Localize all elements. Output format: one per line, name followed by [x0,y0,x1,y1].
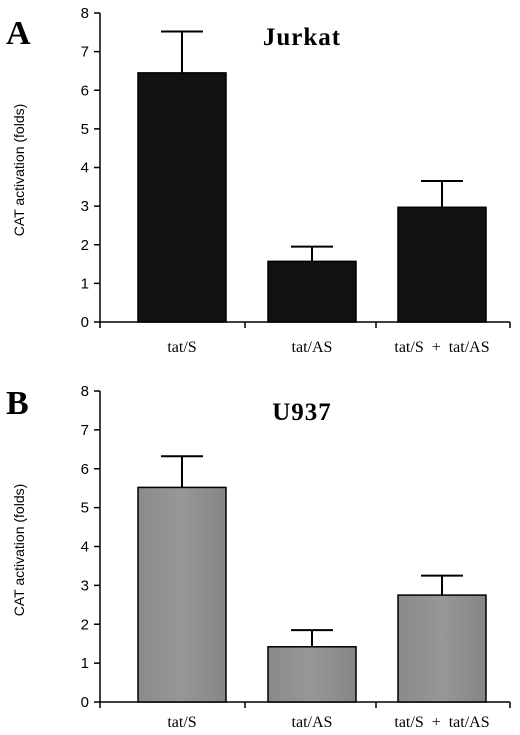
panel-b-category-label-2: tat/AS [292,714,333,731]
panel-b-letter: B [6,385,29,422]
panel-a-category-label-2: tat/AS [292,339,333,356]
panel-a-category-label-3: tat/S + tat/AS [394,339,489,356]
panel-b-y-tick-label: 1 [81,655,89,672]
panel-a-y-tick-label: 8 [81,5,89,22]
panel-b-category-label-1: tat/S [167,714,196,731]
panel-b-y-tick-label: 6 [81,461,89,478]
panel-a-bar-3 [397,206,487,323]
panel-b-y-tick-label: 2 [81,616,89,633]
panel-a-category-label-1: tat/S [167,339,196,356]
panel-a: A Jurkat 0 1 2 3 4 5 6 7 8 CAT activation (folds) ta… [6,5,511,356]
panel-b-bar-3 [397,594,487,703]
panel-b-y-tick-label: 7 [81,422,89,439]
panel-b-y-axis-title: CAT activation (folds) [11,484,27,617]
panel-a-bar-1 [137,72,227,323]
panel-b-bar-2 [267,646,357,703]
panel-b-y-tick-label: 4 [81,539,89,556]
panel-a-bar-2 [267,260,357,323]
panel-a-y-tick-label: 6 [81,82,89,99]
panel-b-title: U937 [272,399,332,426]
panel-a-y-tick-label: 2 [81,237,89,254]
panel-a-y-tick-label: 5 [81,121,89,138]
panel-b-y-tick-label: 0 [81,694,89,711]
panel-a-y-tick-label: 4 [81,160,89,177]
panel-b-bar-1 [137,486,227,703]
panel-a-y-tick-label: 1 [81,275,89,292]
panel-a-y-tick-label: 7 [81,44,89,61]
panel-a-y-tick-label: 3 [81,198,89,215]
panel-b-y-tick-label: 8 [81,383,89,400]
panel-b-category-label-3: tat/S + tat/AS [394,714,489,731]
panel-b-y-tick-label: 3 [81,577,89,594]
panel-a-y-tick-label: 0 [81,314,89,331]
panel-b-y-tick-label: 5 [81,500,89,517]
panel-a-y-axis-title: CAT activation (folds) [11,104,27,237]
panel-b: B U937 0 1 2 3 4 5 6 7 8 CAT activation (folds) tat/… [6,383,511,731]
panel-a-letter: A [6,15,31,52]
panel-a-title: Jurkat [263,24,341,51]
